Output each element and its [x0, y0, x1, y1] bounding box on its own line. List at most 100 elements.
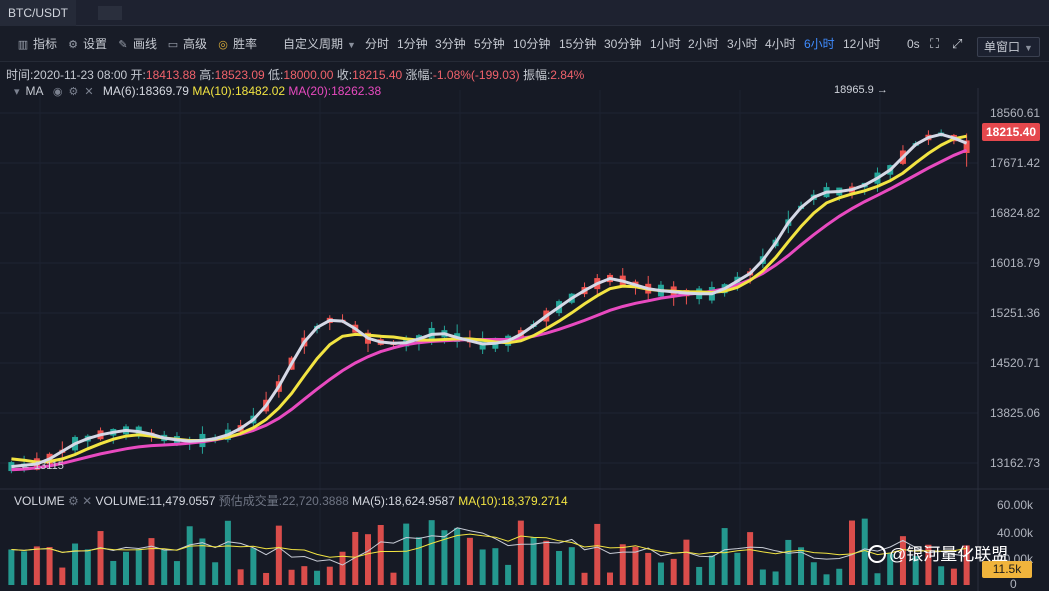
volume-bar-35: [454, 527, 461, 585]
pencil-icon: ✎: [118, 39, 128, 51]
volume-ma5-line: [11, 527, 967, 566]
volume-bar-34: [441, 530, 448, 585]
volume-bar-72: [925, 544, 932, 585]
volume-bar-11: [148, 538, 155, 585]
ma6-value: MA(6):18369.79: [102, 84, 189, 98]
amp-value: 2.84%: [550, 68, 585, 82]
period-7[interactable]: 30分钟: [604, 37, 642, 51]
volume-bar-12: [161, 549, 168, 585]
last-price-tag: 18215.40: [982, 123, 1040, 141]
volume-bar-49: [632, 546, 639, 585]
volume-tick-2: 40.00k: [997, 526, 1034, 540]
volume-bar-29: [377, 524, 384, 585]
single-window-dropdown[interactable]: 单窗口 ▼: [977, 37, 1040, 57]
settings-button[interactable]: ⚙ 设置: [66, 26, 107, 62]
low-label: 低:: [268, 68, 284, 82]
chart-area[interactable]: [0, 62, 1049, 591]
draw-button[interactable]: ✎ 画线: [116, 26, 157, 62]
close-icon[interactable]: ✕: [82, 494, 93, 508]
volume-bar-13: [173, 561, 180, 585]
briefcase-icon: ▭: [167, 39, 179, 51]
volume-bar-1: [21, 551, 28, 585]
period-12-active[interactable]: 6小时: [804, 37, 835, 51]
indicator-button[interactable]: ▥ 指标: [16, 26, 57, 62]
ma-legend: ▾ MA ◉ ⚙ ✕ MA(6):18369.79 MA(10):18482.02 M…: [14, 84, 381, 98]
volume-bar-75: [963, 545, 970, 585]
watermark: @银河量化联盟: [868, 540, 1008, 565]
fullscreen-icon[interactable]: ⛶: [930, 36, 940, 51]
period-3[interactable]: 3分钟: [435, 37, 466, 51]
price-tick-6: 14520.71: [990, 356, 1041, 370]
volume-bar-21: [275, 525, 282, 585]
winrate-button[interactable]: ◎ 胜率: [216, 26, 257, 62]
custom-period-label: 自定义周期: [283, 37, 344, 51]
volume-bar-2: [33, 546, 40, 585]
period-1[interactable]: 分时: [365, 37, 390, 51]
volume-bar-5: [72, 543, 79, 585]
settings-label: 设置: [83, 37, 108, 51]
period-10[interactable]: 3小时: [727, 37, 758, 51]
custom-period-dropdown[interactable]: 自定义周期 ▼: [283, 26, 356, 62]
symbol-tab[interactable]: BTC/USDT: [0, 0, 76, 26]
watermark-text: @银河量化联盟: [889, 545, 1009, 564]
volume-tick-4: 0: [1010, 577, 1017, 591]
price-tick-3: 16824.82: [990, 206, 1041, 220]
ma-label: MA: [25, 84, 44, 98]
price-tick-7: 13825.06: [990, 406, 1041, 420]
gear-icon[interactable]: ⚙: [68, 494, 79, 508]
volume-bar-45: [581, 572, 588, 585]
volume-bar-42: [543, 540, 550, 585]
advanced-button[interactable]: ▭ 高级: [166, 26, 207, 62]
price-tick-1: 18560.61: [990, 106, 1041, 120]
volume-bar-16: [212, 562, 219, 585]
single-window-label: 单窗口: [984, 40, 1021, 54]
volume-legend: VOLUME ⚙ ✕ VOLUME:11,479.0557 预估成交量:22,7…: [14, 492, 568, 509]
period-13[interactable]: 12小时: [843, 37, 881, 51]
volume-value: VOLUME:11,479.0557: [95, 494, 216, 508]
volume-bar-7: [97, 531, 104, 585]
volume-bar-68: [874, 573, 881, 585]
eye-icon[interactable]: ◉: [52, 86, 63, 98]
volume-bar-65: [836, 568, 843, 585]
low-annotation: ← 13115: [20, 460, 64, 472]
volume-bar-64: [823, 574, 830, 585]
brand-logo-icon: [868, 545, 886, 563]
period-4[interactable]: 5分钟: [474, 37, 505, 51]
volume-bar-70: [899, 536, 906, 585]
period-6[interactable]: 15分钟: [559, 37, 597, 51]
volume-bar-63: [810, 562, 817, 585]
volume-bar-69: [887, 553, 894, 585]
volume-bar-59: [759, 569, 766, 585]
winrate-label: 胜率: [233, 37, 258, 51]
volume-tick-1: 60.00k: [997, 498, 1034, 512]
volume-bar-38: [492, 548, 499, 585]
volume-bar-19: [250, 548, 257, 585]
period-2[interactable]: 1分钟: [397, 37, 428, 51]
volume-bar-30: [390, 572, 397, 585]
expand-icon[interactable]: ⤢: [952, 36, 963, 51]
ma20-line: [11, 148, 968, 472]
chevron-down-icon: ▼: [347, 40, 356, 50]
period-5[interactable]: 10分钟: [513, 37, 551, 51]
gear-icon[interactable]: ⚙: [68, 86, 79, 98]
volume-bar-36: [466, 537, 473, 585]
close-icon[interactable]: ✕: [84, 86, 94, 98]
period-8[interactable]: 1小时: [650, 37, 681, 51]
volume-bar-61: [785, 539, 792, 585]
ma6-line: [11, 132, 968, 469]
volume-bar-18: [237, 569, 244, 585]
price-tick-2: 17671.42: [990, 156, 1041, 170]
high-annotation: 18965.9 →: [834, 84, 888, 96]
volume-bar-43: [556, 550, 563, 585]
volume-label: VOLUME: [14, 494, 65, 508]
open-label: 开:: [130, 68, 146, 82]
volume-bar-40: [517, 520, 524, 585]
volume-bar-50: [645, 552, 652, 585]
collapse-icon[interactable]: ▾: [14, 86, 20, 98]
close-label: 收:: [336, 68, 353, 82]
title-bar: BTC/USDT: [0, 0, 1049, 26]
period-9[interactable]: 2小时: [688, 37, 719, 51]
period-11[interactable]: 4小时: [765, 37, 796, 51]
change-label: 涨幅:: [405, 68, 433, 82]
